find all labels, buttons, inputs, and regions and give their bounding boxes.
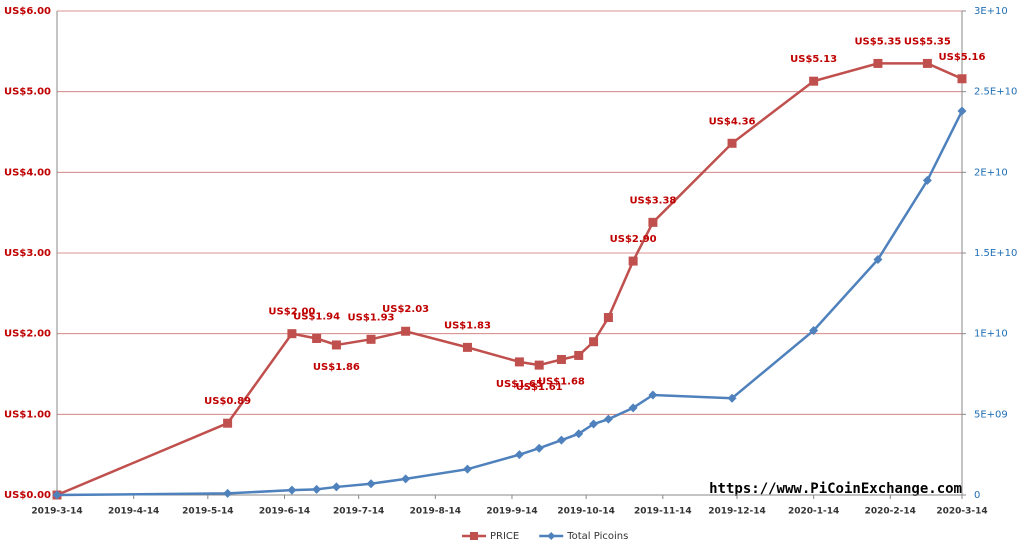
point [514, 450, 524, 460]
point [957, 106, 967, 116]
data-label: US$4.36 [709, 116, 756, 127]
point [52, 490, 62, 500]
x-tick-label: 2019-10-14 [557, 507, 615, 517]
x-tick-label: 2019-7-14 [333, 507, 384, 517]
point [574, 429, 584, 439]
data-label: US$1.94 [293, 312, 340, 323]
point [401, 326, 411, 336]
x-tick-label: 2019-6-14 [259, 507, 310, 517]
point [589, 337, 599, 347]
data-label: US$5.13 [790, 54, 837, 65]
point [223, 418, 233, 428]
point [727, 393, 737, 403]
x-tick-label: 2019-9-14 [486, 507, 537, 517]
point [556, 354, 566, 364]
point [809, 325, 819, 335]
x-tick-label: 2020-3-14 [936, 507, 987, 517]
point [534, 360, 544, 370]
point [462, 464, 472, 474]
data-label: US$2.03 [382, 304, 429, 315]
x-tick-label: 2019-12-14 [708, 507, 766, 517]
x-tick-label: 2019-5-14 [182, 507, 233, 517]
point [462, 342, 472, 352]
y-tick-label: US$6.00 [4, 6, 51, 17]
point [589, 419, 599, 429]
point [514, 357, 524, 367]
data-label: US$1.65 [496, 379, 543, 390]
x-tick-label: 2019-11-14 [634, 507, 692, 517]
x-tick-label: 2019-4-14 [108, 507, 159, 517]
point [922, 175, 932, 185]
y2-tick-label: 3E+10 [974, 6, 1008, 17]
point [312, 484, 322, 494]
y-tick-label: US$5.00 [4, 87, 51, 98]
point [401, 474, 411, 484]
data-label: US$1.83 [444, 320, 491, 331]
data-label: US$1.93 [348, 312, 395, 323]
y-tick-label: US$1.00 [4, 409, 51, 420]
data-label: US$5.35 [854, 36, 901, 47]
y-tick-label: US$2.00 [4, 329, 51, 340]
watermark: https://www.PiCoinExchange.com [709, 481, 962, 497]
point [287, 329, 297, 339]
data-label: US$5.35 [904, 36, 951, 47]
point [648, 390, 658, 400]
point [727, 138, 737, 148]
data-label: US$2.90 [610, 234, 657, 245]
y2-tick-label: 1E+10 [974, 329, 1008, 340]
legend-marker [547, 532, 556, 540]
point [312, 334, 322, 344]
y2-tick-label: 5E+09 [974, 409, 1008, 420]
point [331, 340, 341, 350]
point [648, 217, 658, 227]
data-label: US$3.38 [629, 195, 676, 206]
point [556, 435, 566, 445]
data-label: US$0.89 [204, 396, 251, 407]
point [603, 313, 613, 323]
legend-marker [470, 532, 478, 540]
point [287, 485, 297, 495]
x-tick-label: 2020-2-14 [865, 507, 916, 517]
point [628, 403, 638, 413]
point [809, 76, 819, 86]
legend-label: Total Picoins [566, 531, 628, 542]
point [873, 58, 883, 68]
point [366, 334, 376, 344]
y2-tick-label: 1.5E+10 [974, 248, 1017, 259]
point [628, 256, 638, 266]
point [331, 482, 341, 492]
y-tick-label: US$4.00 [4, 167, 51, 178]
data-label: US$1.61 [516, 382, 563, 393]
x-tick-label: 2019-8-14 [410, 507, 461, 517]
data-label: US$1.68 [538, 376, 585, 387]
y-tick-label: US$3.00 [4, 248, 51, 259]
legend-label: PRICE [490, 531, 519, 542]
point [957, 74, 967, 84]
point [873, 254, 883, 264]
point [534, 443, 544, 453]
y2-tick-label: 2.5E+10 [974, 87, 1017, 98]
data-label: US$2.00 [268, 307, 315, 318]
point [223, 488, 233, 498]
data-label: US$1.86 [313, 362, 360, 373]
x-tick-label: 2019-3-14 [31, 507, 82, 517]
point [574, 350, 584, 360]
y-tick-label: US$0.00 [4, 490, 51, 501]
point [366, 479, 376, 489]
y2-tick-label: 0 [974, 490, 980, 501]
x-tick-label: 2020-1-14 [788, 507, 839, 517]
point [603, 414, 613, 424]
data-label: US$5.16 [939, 52, 986, 63]
point [922, 58, 932, 68]
y2-tick-label: 2E+10 [974, 167, 1008, 178]
